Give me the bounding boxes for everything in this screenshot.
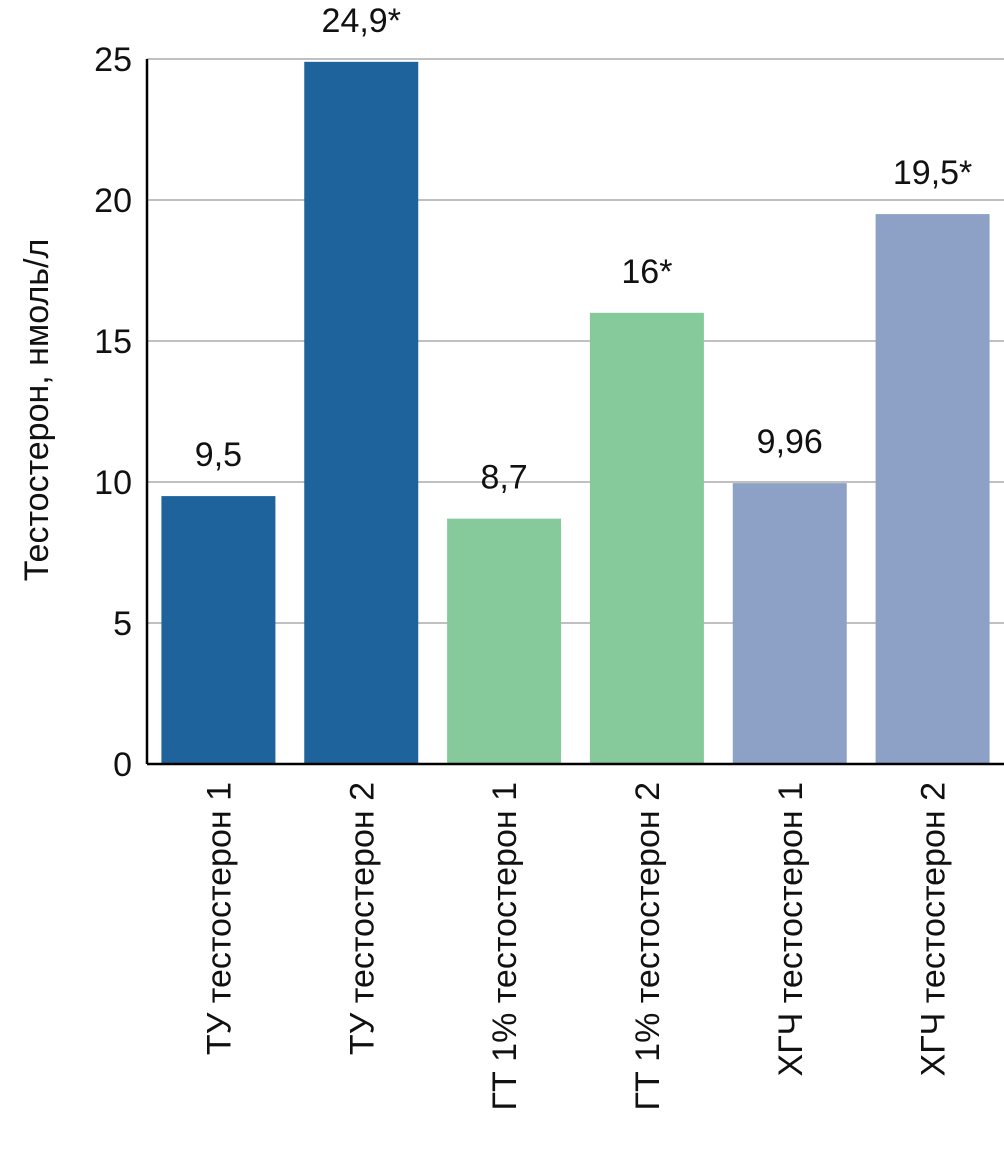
bar bbox=[875, 214, 990, 765]
y-tick-label: 0 bbox=[113, 746, 132, 784]
category-label: ХГЧ тестостерон 2 bbox=[915, 782, 953, 1076]
bar bbox=[304, 61, 419, 764]
y-tick-label: 25 bbox=[94, 41, 132, 79]
category-label: ГТ 1% тестостерон 1 bbox=[486, 782, 524, 1110]
y-tick-label: 5 bbox=[113, 605, 132, 643]
y-tick-labels: 0 5 10 15 20 25 bbox=[94, 41, 132, 784]
data-label: 9,96 bbox=[757, 423, 823, 461]
bar bbox=[732, 483, 847, 764]
bar bbox=[447, 518, 562, 764]
category-labels: ТУ тестостерон 1 ТУ тестостерон 2 ГТ 1% те… bbox=[200, 782, 952, 1110]
data-label: 9,5 bbox=[195, 436, 242, 474]
data-label: 8,7 bbox=[480, 459, 527, 497]
data-label: 19,5* bbox=[893, 154, 972, 192]
bar bbox=[161, 496, 276, 764]
bar bbox=[589, 312, 704, 764]
data-label: 16* bbox=[621, 253, 672, 291]
y-tick-label: 10 bbox=[94, 464, 132, 502]
category-label: ГТ 1% тестостерон 2 bbox=[629, 782, 667, 1110]
gridlines bbox=[147, 58, 1004, 624]
category-label: ТУ тестостерон 2 bbox=[343, 782, 381, 1055]
category-label: ТУ тестостерон 1 bbox=[200, 782, 238, 1055]
category-label: ХГЧ тестостерон 1 bbox=[772, 782, 810, 1076]
axes bbox=[145, 59, 1004, 766]
y-tick-label: 15 bbox=[94, 323, 132, 361]
y-axis-title: Тестостерон, нмоль/л bbox=[18, 239, 56, 582]
bars bbox=[161, 61, 990, 765]
data-label: 24,9* bbox=[322, 2, 401, 40]
y-tick-label: 20 bbox=[94, 182, 132, 220]
data-labels: 9,5 24,9* 8,7 16* 9,96 19,5* bbox=[195, 2, 973, 497]
